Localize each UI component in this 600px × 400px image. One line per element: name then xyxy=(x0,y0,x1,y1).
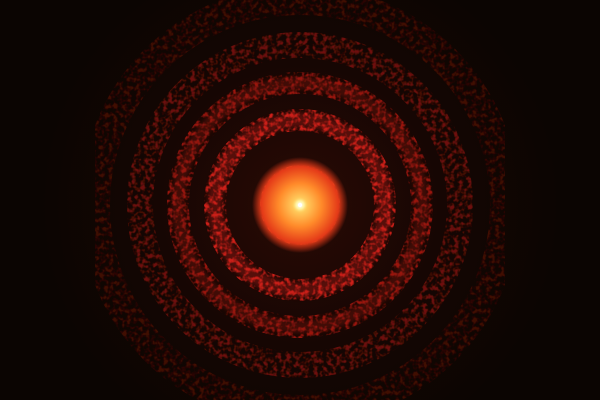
ring-4 xyxy=(127,32,473,378)
ring-5 xyxy=(80,0,520,400)
center-dot xyxy=(297,202,303,208)
ring-glow xyxy=(172,77,428,333)
